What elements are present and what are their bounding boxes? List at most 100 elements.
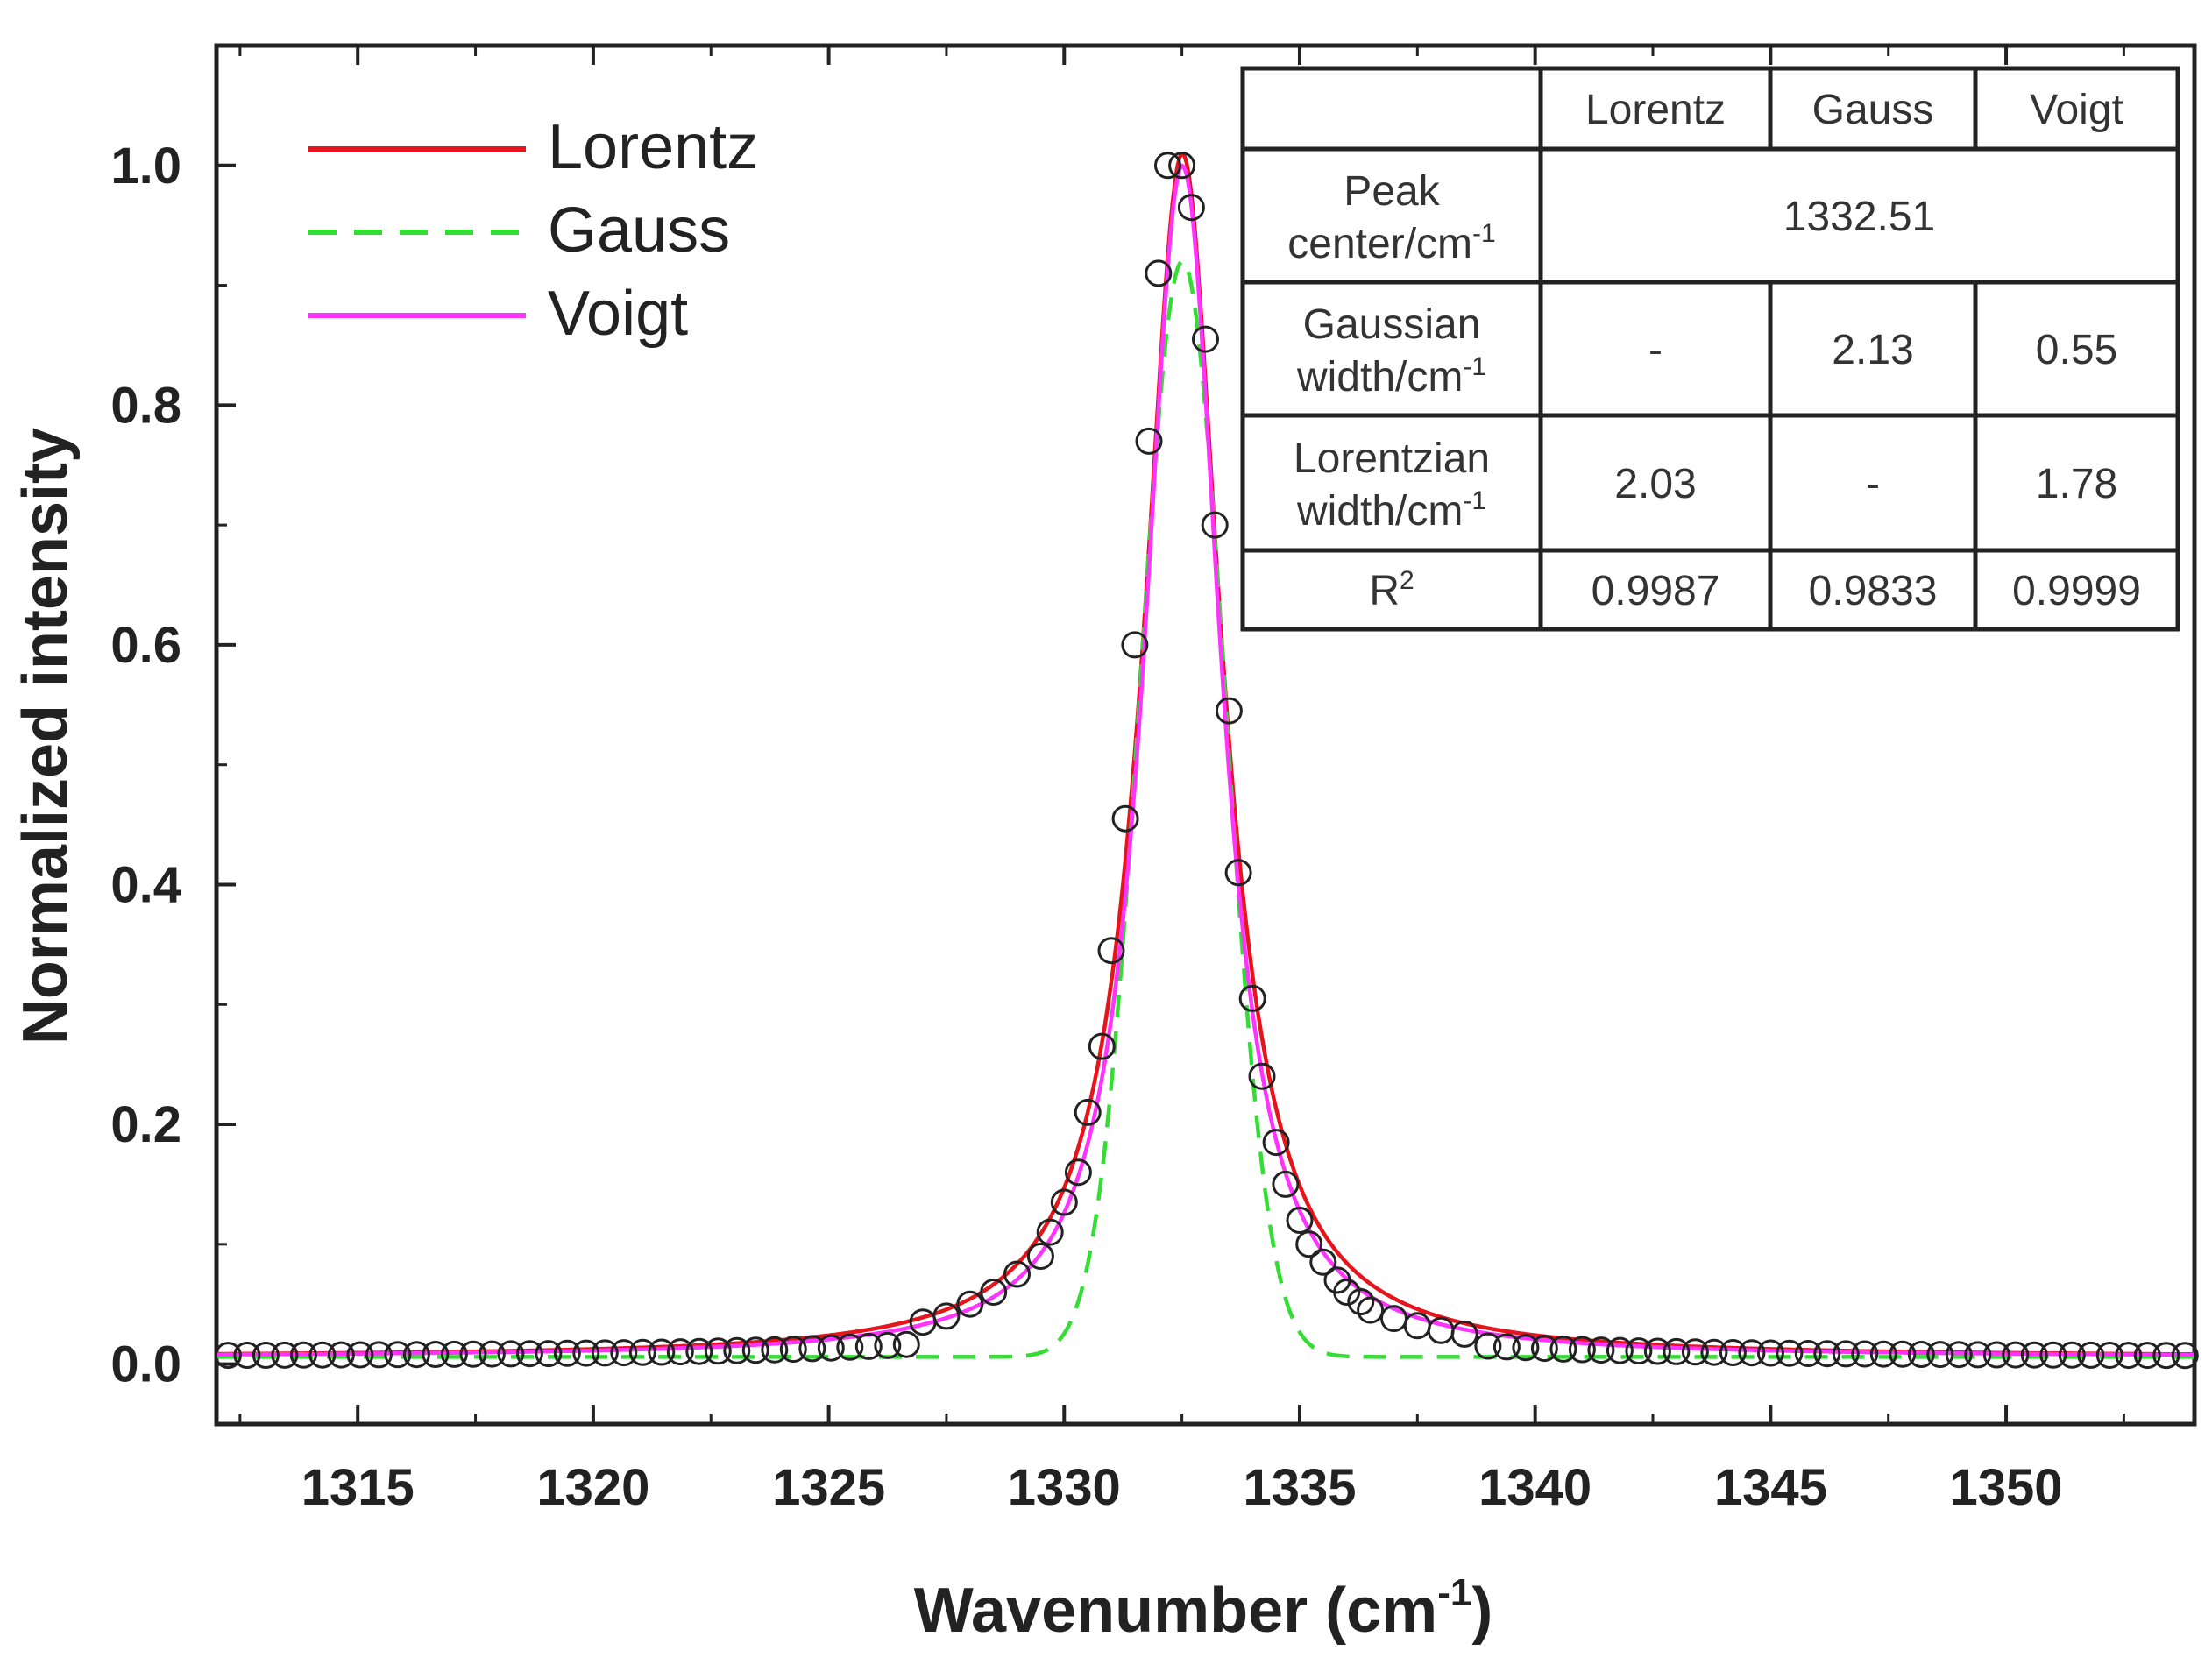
data-point [1530,1335,1558,1363]
data-point [1215,697,1243,725]
data-point [422,1341,450,1368]
data-point [1851,1340,1879,1368]
y-axis-title: Normalized intensity [11,428,81,1045]
table-row-label: R2 [1369,566,1414,614]
data-point [233,1342,261,1369]
data-point [723,1336,751,1364]
fit-curves [216,151,2194,1359]
data-point [1050,1188,1078,1216]
table-cell: - [1648,327,1663,373]
data-point [1347,1288,1375,1315]
data-point [741,1336,769,1364]
data-point [346,1341,374,1369]
x-axis-title-main: Wavenumber (cm [914,1576,1437,1646]
data-point [2020,1341,2048,1369]
x-axis-title: Wavenumber (cm-1) [914,1571,1493,1646]
data-point [2152,1342,2180,1370]
data-point [1026,1243,1054,1270]
x-tick-label: 1345 [1714,1459,1827,1516]
data-point [1964,1341,1992,1369]
legend-label-lorentz: Lorentz [548,112,758,182]
data-point [1295,1230,1323,1258]
data-point [2133,1342,2161,1370]
data-point [1224,859,1252,887]
data-point [1681,1338,1709,1366]
y-tick-label: 0.0 [110,1336,181,1393]
data-point [2002,1341,2030,1369]
data-point [648,1338,676,1366]
data-point [497,1340,525,1368]
x-tick-label: 1325 [772,1459,885,1516]
data-point [515,1340,543,1368]
data-point [685,1337,713,1365]
data-point [1738,1339,1766,1367]
data-point [1111,804,1139,833]
data-point [2115,1342,2143,1370]
table-header-cell: Gauss [1812,87,1934,133]
table-cell: 0.9987 [1592,568,1720,614]
data-point [2077,1341,2105,1369]
data-point [1074,1098,1102,1126]
x-axis-ticks: 1315 1320 1325 1330 1335 1340 1345 1350 [238,46,2125,1516]
y-tick-label: 1.0 [110,138,181,195]
table-cell: 0.9999 [2012,568,2141,614]
y-tick-label: 0.2 [110,1096,181,1153]
data-point [1248,1062,1276,1090]
x-tick-label: 1315 [301,1459,415,1516]
data-point [1450,1320,1478,1348]
data-point [1064,1158,1092,1187]
data-point [666,1338,694,1366]
y-tick-label: 0.4 [110,856,181,913]
data-point [1625,1337,1653,1365]
data-point [1756,1339,1784,1367]
table-cell: 2.03 [1614,461,1696,507]
data-point [932,1302,961,1330]
table-row-label: Lorentzian [1294,436,1490,482]
data-point [1135,427,1163,455]
data-point [1145,259,1173,287]
x-tick-label: 1350 [1950,1459,2063,1516]
data-point [1003,1260,1031,1288]
legend: Lorentz Gauss Voigt [308,112,758,349]
data-point [1776,1339,1804,1367]
table-cell: 1332.51 [1783,194,1936,240]
table-cell: 0.55 [2036,327,2117,373]
data-point [628,1338,656,1366]
data-point [2095,1342,2123,1369]
data-point [2058,1341,2086,1369]
data-point [854,1332,883,1360]
data-point [1587,1336,1615,1364]
data-point [1201,511,1229,539]
inset-table-frame [1240,66,2180,632]
table-row-label-unit: width/cm-1 [1296,352,1486,400]
table-header-cell: Voigt [2030,87,2123,133]
data-point [1272,1170,1300,1198]
data-point [535,1340,563,1368]
data-point [1869,1340,1897,1368]
data-point [1889,1340,1917,1368]
x-tick-label: 1340 [1478,1459,1592,1516]
table-cell: - [1866,461,1880,507]
data-point [1945,1341,1973,1369]
data-point [1832,1340,1860,1368]
data-point [1512,1334,1540,1362]
data-point [289,1341,317,1369]
data-point [591,1339,619,1367]
data-points [214,152,2199,1370]
data-point [980,1279,1008,1306]
data-point [1097,937,1125,965]
data-point [1663,1337,1691,1365]
data-point [1982,1341,2010,1369]
table-cell: 2.13 [1832,327,1913,373]
x-tick-label: 1335 [1243,1459,1356,1516]
data-point [308,1341,337,1369]
data-point [402,1341,430,1369]
data-point [459,1340,487,1368]
data-point [892,1330,920,1358]
data-point [327,1341,355,1369]
data-point [1036,1218,1064,1246]
data-point [1492,1333,1521,1361]
data-point [572,1339,600,1367]
data-point [365,1341,393,1369]
data-point [1357,1296,1385,1324]
